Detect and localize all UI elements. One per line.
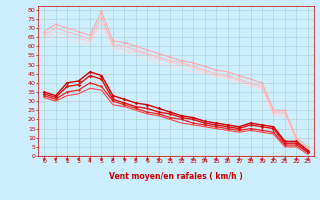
X-axis label: Vent moyen/en rafales ( km/h ): Vent moyen/en rafales ( km/h ) <box>109 172 243 181</box>
